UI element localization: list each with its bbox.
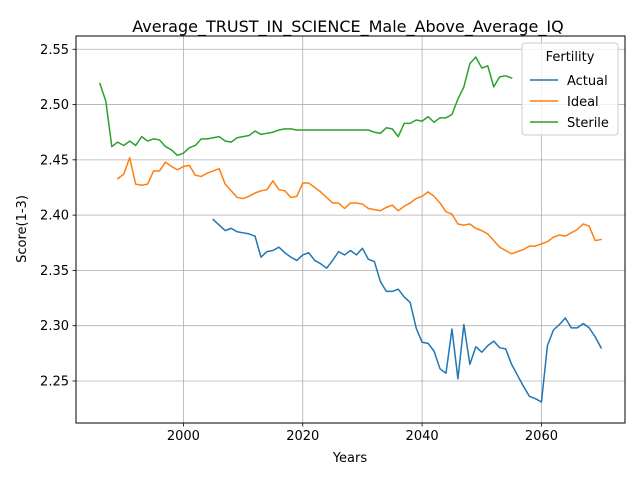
series-line-actual (212, 218, 603, 403)
y-tick-label: 2.35 (40, 264, 69, 279)
legend-label-sterile: Sterile (567, 116, 609, 131)
y-tick-label: 2.40 (40, 209, 69, 224)
y-tick-label: 2.30 (40, 319, 69, 334)
axis-ticks: 2000 2020 2040 2060 2.25 2.30 2.35 2.40 2.45 2.50… (40, 43, 558, 444)
legend-label-actual: Actual (567, 74, 608, 89)
legend-label-ideal: Ideal (567, 95, 599, 110)
y-axis-label: Score(1-3) (15, 195, 30, 263)
series-line-ideal (116, 156, 603, 255)
x-tick-label: 2060 (525, 429, 558, 444)
x-tick-label: 2020 (286, 429, 319, 444)
legend-box (521, 42, 619, 136)
legend-items: Actual Ideal Sterile (530, 74, 609, 131)
series-line-sterile (98, 56, 513, 157)
x-axis-label: Years (332, 451, 368, 466)
y-tick-label: 2.50 (40, 98, 69, 113)
y-tick-label: 2.25 (40, 374, 69, 389)
y-tick-label: 2.45 (40, 153, 69, 168)
plot-frame (75, 35, 626, 424)
series-lines (98, 56, 603, 403)
x-tick-label: 2000 (167, 429, 200, 444)
x-tick-label: 2040 (406, 429, 439, 444)
legend: Fertility Actual Ideal Sterile (521, 42, 619, 136)
y-tick-label: 2.55 (40, 43, 69, 58)
legend-title: Fertility (546, 50, 595, 65)
chart-title: Average_TRUST_IN_SCIENCE_Male_Above_Aver… (132, 17, 563, 37)
